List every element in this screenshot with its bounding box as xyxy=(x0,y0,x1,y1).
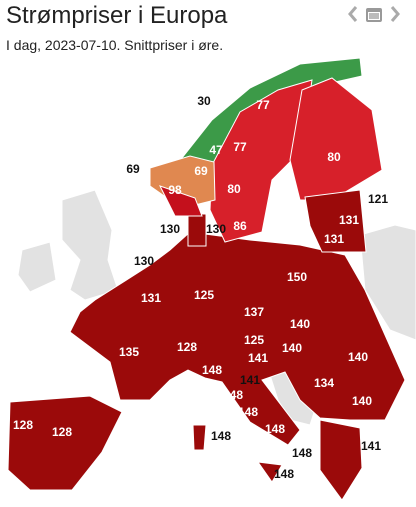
balkans xyxy=(269,369,319,426)
region-price: 128 xyxy=(52,425,72,439)
region-price: 131 xyxy=(141,291,161,305)
region-price: 140 xyxy=(290,317,310,331)
region-price: 77 xyxy=(256,98,270,112)
region-price: 125 xyxy=(194,288,214,302)
subtitle: I dag, 2023-07-10. Snittpriser i øre. xyxy=(6,37,224,53)
baltics xyxy=(304,189,367,253)
region-price: 137 xyxy=(244,305,264,319)
region-price: 69 xyxy=(126,162,140,176)
region-price: 47 xyxy=(209,143,223,157)
region-price: 148 xyxy=(211,429,231,443)
iberia xyxy=(7,395,123,491)
region-price: 130 xyxy=(160,222,180,236)
region-price: 130 xyxy=(134,254,154,268)
title: Strømpriser i Europa xyxy=(6,2,228,29)
region-price: 148 xyxy=(238,405,258,419)
continent xyxy=(69,231,406,446)
region-price: 121 xyxy=(368,192,388,206)
sicily xyxy=(256,461,283,483)
region-price: 77 xyxy=(233,140,247,154)
region-price: 141 xyxy=(248,351,268,365)
region-price: 128 xyxy=(13,418,33,432)
region-price: 148 xyxy=(292,446,312,460)
denmark xyxy=(187,213,207,247)
calendar-button[interactable] xyxy=(366,8,382,22)
norway-southwest xyxy=(159,185,203,217)
next-button[interactable] xyxy=(390,6,400,22)
region-price: 148 xyxy=(265,422,285,436)
norway-south xyxy=(149,155,216,206)
east xyxy=(359,224,416,341)
greece xyxy=(319,419,363,501)
land xyxy=(7,57,416,501)
region-price: 135 xyxy=(119,345,139,359)
region-price: 86 xyxy=(233,219,247,233)
region-price: 140 xyxy=(352,394,372,408)
prev-button[interactable] xyxy=(348,6,358,22)
region-price: 131 xyxy=(324,232,344,246)
region-price: 148 xyxy=(202,363,222,377)
region-price: 131 xyxy=(339,213,359,227)
region-price: 130 xyxy=(206,222,226,236)
region-price: 141 xyxy=(240,373,260,387)
finland xyxy=(289,77,383,201)
region-price: 98 xyxy=(168,183,182,197)
region-price: 125 xyxy=(244,333,264,347)
region-price: 30 xyxy=(197,94,211,108)
region-price: 140 xyxy=(348,350,368,364)
ireland xyxy=(17,241,57,293)
region-price: 69 xyxy=(194,164,208,178)
region-price: 140 xyxy=(282,341,302,355)
uk xyxy=(61,189,119,301)
sardinia xyxy=(192,424,207,451)
norway-north xyxy=(149,57,363,169)
region-price: 80 xyxy=(227,182,241,196)
region-price: 128 xyxy=(177,340,197,354)
region-price: 148 xyxy=(223,388,243,402)
region-price: 134 xyxy=(314,376,334,390)
region-price: 148 xyxy=(274,467,294,481)
date-nav xyxy=(348,6,400,22)
region-price: 80 xyxy=(327,150,341,164)
region-price: 141 xyxy=(361,439,381,453)
region-price: 150 xyxy=(287,270,307,284)
sweden xyxy=(209,79,313,243)
